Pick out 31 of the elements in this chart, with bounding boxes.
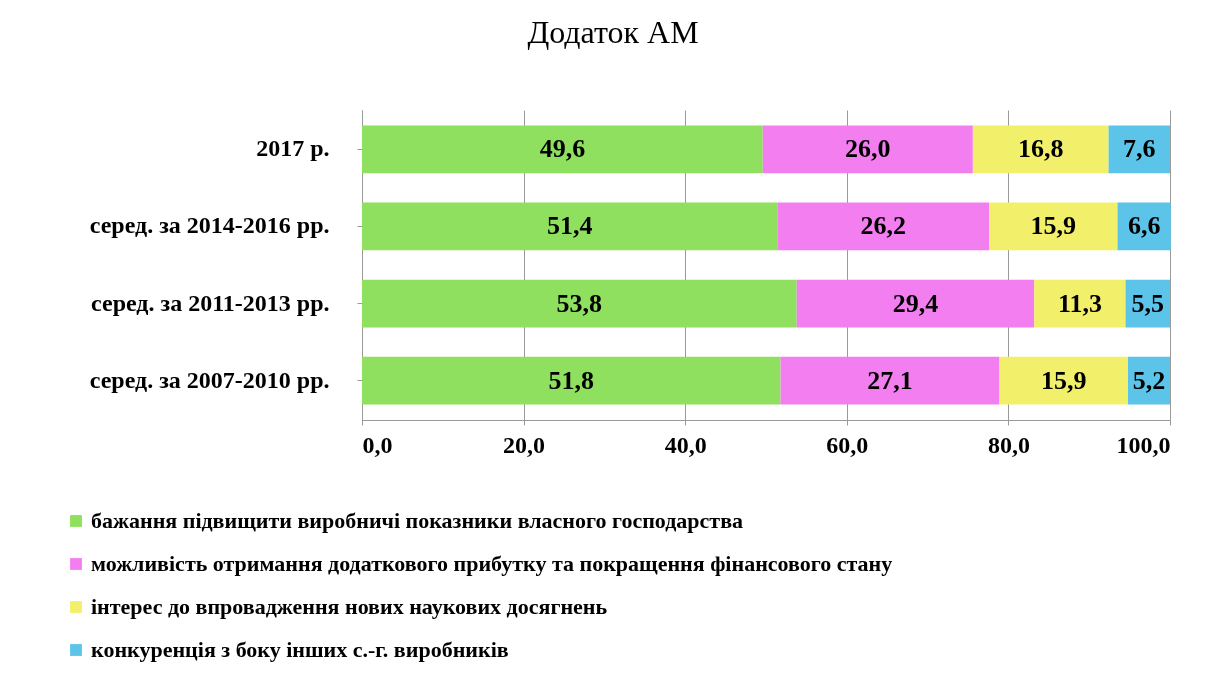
data-label: 16,8 — [1017, 134, 1064, 164]
legend-label: конкуренція з боку інших с.-г. виробників — [91, 637, 509, 662]
legend-label: можливість отримання додаткового прибутку та покращення фінансового стану — [91, 551, 893, 576]
y-tick-label: серед. за 2007-2010 рр. — [89, 366, 330, 393]
data-label: 15,9 — [1030, 211, 1076, 241]
legend-label: інтерес до впровадження нових наукових досягнень — [91, 594, 608, 619]
data-label: 5,5 — [1131, 288, 1165, 318]
data-label: 26,0 — [845, 134, 891, 164]
x-tick-label: 80,0 — [987, 431, 1030, 458]
x-tick-label: 20,0 — [503, 431, 546, 458]
data-label: 6,6 — [1127, 211, 1161, 241]
data-label: 53,8 — [556, 288, 603, 318]
data-label: 27,1 — [867, 365, 913, 395]
data-label: 51,8 — [548, 365, 595, 395]
x-tick-label: 60,0 — [826, 431, 869, 458]
y-tick-label: серед. за 2014-2016 рр. — [89, 212, 330, 239]
data-label: 49,6 — [539, 134, 586, 164]
data-label: 29,4 — [892, 288, 939, 318]
data-label: 51,4 — [546, 211, 593, 241]
data-label: 11,3 — [1057, 288, 1102, 318]
legend-label: бажання підвищити виробничі показники власного господарства — [91, 508, 744, 533]
x-tick-label: 40,0 — [664, 431, 707, 458]
x-tick-label: 100,0 — [1116, 431, 1171, 458]
data-label: 5,2 — [1132, 365, 1166, 395]
y-tick-label: 2017 р. — [256, 135, 330, 162]
chart-title: Додаток АМ — [527, 14, 699, 50]
y-tick-label: серед. за 2011-2013 рр. — [91, 289, 330, 316]
data-label: 26,2 — [860, 211, 906, 241]
x-tick-label: 0,0 — [362, 431, 393, 458]
data-label: 15,9 — [1041, 365, 1087, 395]
data-label: 7,6 — [1123, 134, 1156, 164]
